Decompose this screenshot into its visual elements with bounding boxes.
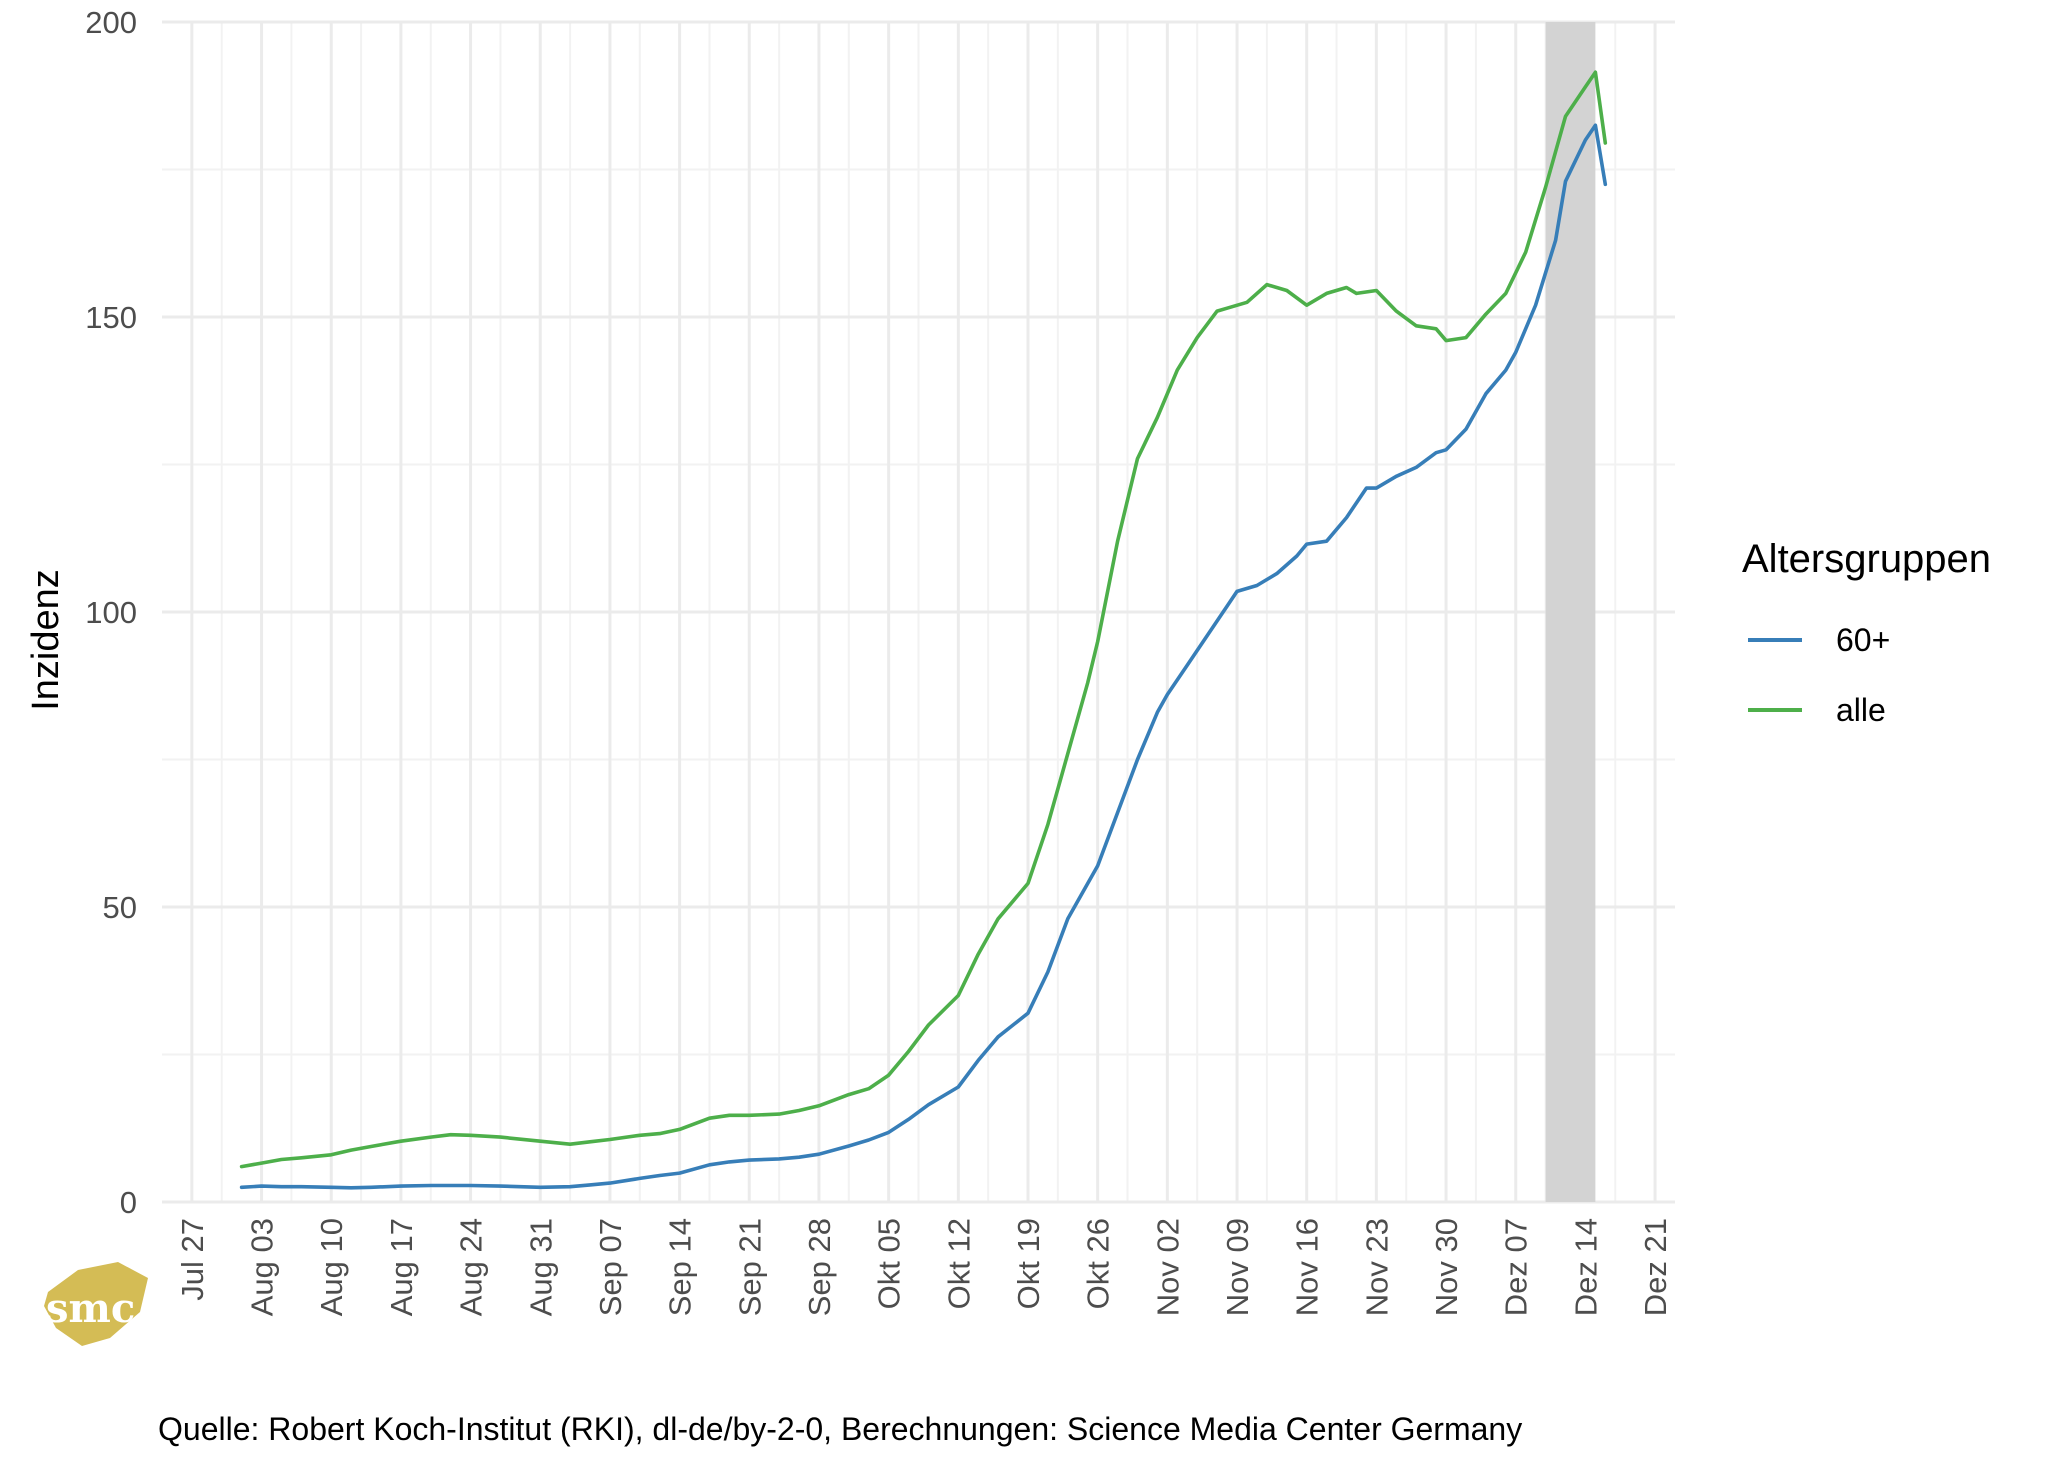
y-tick-label: 50 xyxy=(103,890,137,925)
legend-label-60plus: 60+ xyxy=(1836,622,1890,658)
series-line-alle xyxy=(239,70,1608,1169)
x-tick-label: Nov 02 xyxy=(1150,1218,1185,1316)
x-tick-labels: Jul 27 Aug 03 Aug 10 Aug 17 Aug 24 Aug 31 Sep … xyxy=(175,1218,1673,1316)
smc-logo-text: smc xyxy=(46,1285,135,1332)
x-tick-label: Sep 28 xyxy=(802,1218,837,1316)
x-tick-label: Nov 30 xyxy=(1429,1218,1464,1316)
x-tick-label: Aug 31 xyxy=(523,1218,558,1316)
series-layer xyxy=(239,70,1608,1190)
x-tick-label: Dez 07 xyxy=(1499,1218,1534,1316)
y-tick-label: 0 xyxy=(120,1185,137,1220)
y-tick-label: 200 xyxy=(85,5,137,40)
x-tick-label: Sep 21 xyxy=(732,1218,767,1316)
x-tick-label: Aug 03 xyxy=(245,1218,280,1316)
y-axis-label: Inzidenz xyxy=(25,569,67,711)
x-tick-label: Nov 23 xyxy=(1359,1218,1394,1316)
legend-title: Altersgruppen xyxy=(1742,537,1991,581)
y-tick-label: 150 xyxy=(85,300,137,335)
caption: Quelle: Robert Koch-Institut (RKI), dl-d… xyxy=(158,1411,1522,1447)
legend: Altersgruppen 60+ alle xyxy=(1742,537,1991,728)
x-tick-label: Nov 09 xyxy=(1220,1218,1255,1316)
legend-label-alle: alle xyxy=(1836,692,1886,728)
x-tick-label: Dez 14 xyxy=(1568,1218,1603,1316)
x-tick-label: Sep 07 xyxy=(593,1218,628,1316)
x-tick-label: Jul 27 xyxy=(175,1218,210,1301)
series-line-60plus xyxy=(239,123,1608,1190)
y-tick-label: 100 xyxy=(85,595,137,630)
x-tick-label: Dez 21 xyxy=(1638,1218,1673,1316)
shaded-region xyxy=(1545,22,1596,1202)
y-tick-labels: 0 50 100 150 200 xyxy=(85,5,137,1220)
smc-logo: smc xyxy=(44,1262,148,1346)
x-tick-label: Aug 24 xyxy=(454,1218,489,1316)
x-tick-label: Okt 19 xyxy=(1011,1218,1046,1309)
x-tick-label: Nov 16 xyxy=(1290,1218,1325,1316)
x-tick-label: Sep 14 xyxy=(663,1218,698,1316)
x-tick-label: Aug 10 xyxy=(314,1218,349,1316)
x-tick-label: Aug 17 xyxy=(384,1218,419,1316)
x-tick-label: Okt 05 xyxy=(872,1218,907,1309)
x-tick-label: Okt 26 xyxy=(1081,1218,1116,1309)
smc-logo-shape xyxy=(44,1262,148,1346)
x-tick-label: Okt 12 xyxy=(941,1218,976,1309)
